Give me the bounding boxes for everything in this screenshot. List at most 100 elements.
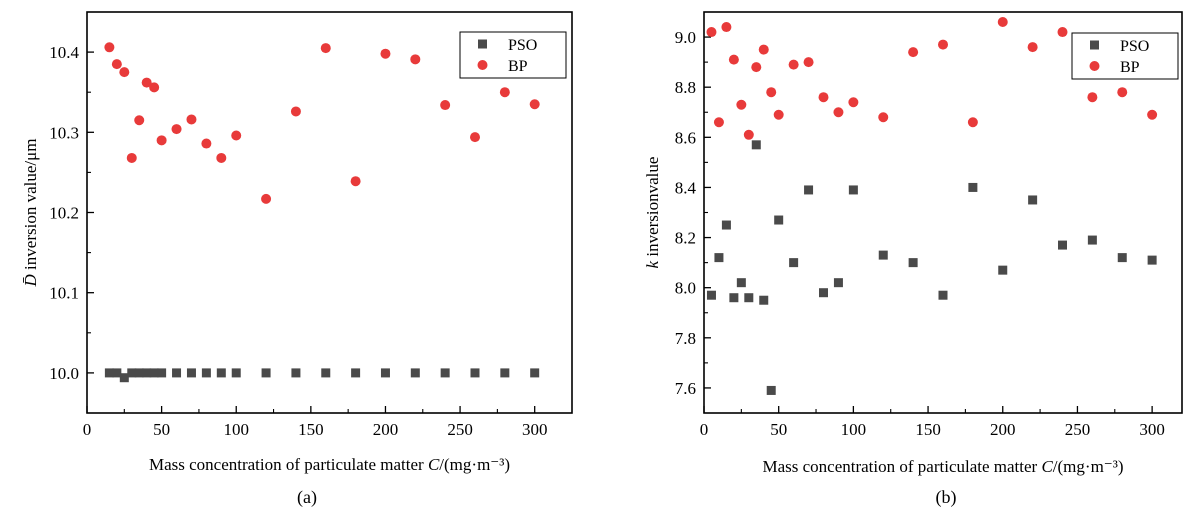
x-tick-label: 100	[841, 420, 867, 439]
data-point-bp	[231, 130, 242, 141]
data-point-bp	[529, 99, 540, 110]
data-point-bp	[1027, 42, 1038, 53]
legend-marker-bp	[1089, 61, 1100, 71]
data-point-pso	[172, 368, 182, 378]
y-axis-label-variable: k	[643, 260, 662, 268]
data-point-pso	[119, 373, 129, 383]
data-point-pso	[291, 368, 301, 378]
y-tick-label: 10.1	[49, 284, 79, 303]
data-point-bp	[743, 129, 754, 140]
data-point-pso	[774, 215, 784, 225]
legend-box	[1071, 32, 1179, 80]
y-tick-label: 8.2	[675, 229, 696, 248]
data-point-pso	[998, 265, 1008, 275]
data-point-bp	[149, 82, 160, 93]
data-point-bp	[126, 152, 137, 163]
data-point-pso	[321, 368, 331, 378]
data-point-bp	[766, 87, 777, 98]
y-axis-label: D̄ inversion value/μm	[21, 139, 40, 288]
data-point-pso	[201, 368, 211, 378]
data-point-bp	[470, 132, 480, 143]
data-point-pso	[714, 253, 724, 263]
data-point-bp	[721, 22, 732, 33]
caption-a: (a)	[297, 487, 317, 508]
y-tick-label: 8.6	[675, 128, 696, 147]
x-tick-label: 200	[990, 420, 1016, 439]
data-point-pso	[819, 288, 828, 298]
data-point-bp	[201, 138, 212, 149]
data-point-pso	[878, 250, 888, 260]
data-point-pso	[380, 368, 390, 378]
data-point-bp	[290, 106, 301, 117]
data-point-bp	[908, 47, 919, 58]
data-point-pso	[1058, 240, 1067, 250]
x-tick-label: 0	[700, 420, 709, 439]
legend-marker-pso	[1090, 40, 1099, 50]
data-point-pso	[848, 185, 858, 195]
data-point-pso	[751, 140, 761, 150]
data-point-pso	[908, 258, 918, 268]
data-point-pso	[1117, 253, 1127, 263]
x-tick-label: 0	[83, 420, 92, 439]
data-point-bp	[997, 17, 1008, 28]
data-point-pso	[216, 368, 226, 378]
data-point-pso	[142, 368, 152, 378]
legend-label-pso: PSO	[508, 37, 537, 54]
data-point-pso	[500, 368, 510, 378]
data-point-bp	[758, 44, 769, 55]
data-point-pso	[112, 368, 122, 378]
data-point-bp	[171, 124, 182, 135]
data-point-bp	[216, 152, 227, 163]
x-tick-label: 50	[770, 420, 787, 439]
caption-b: (b)	[936, 487, 957, 508]
x-axis-label-part: Mass concentration of particulate matter	[762, 457, 1041, 476]
data-point-pso	[744, 293, 754, 303]
data-point-pso	[231, 368, 241, 378]
legend-label-bp: BP	[508, 58, 528, 75]
y-tick-label: 7.8	[675, 329, 696, 348]
y-tick-label: 7.6	[675, 379, 696, 398]
data-point-pso	[804, 185, 814, 195]
legend-marker-pso	[478, 39, 487, 49]
x-tick-label: 300	[522, 420, 548, 439]
data-point-pso	[134, 368, 144, 378]
data-point-bp	[134, 115, 145, 126]
data-point-bp	[380, 48, 391, 59]
data-point-pso	[410, 368, 420, 378]
x-tick-label: 200	[373, 420, 399, 439]
x-axis-label-variable: C	[428, 455, 440, 474]
x-tick-label: 300	[1139, 420, 1165, 439]
data-point-bp	[818, 92, 829, 103]
data-point-pso	[157, 368, 167, 378]
data-point-bp	[833, 107, 844, 118]
legend-marker-bp	[477, 60, 488, 70]
data-point-pso	[149, 368, 159, 378]
data-point-bp	[848, 97, 859, 108]
data-point-bp	[440, 100, 451, 111]
data-point-pso	[1147, 255, 1157, 265]
data-point-bp	[1087, 92, 1098, 103]
data-point-bp	[788, 59, 799, 70]
chart-panel-b: 0 50 100 150 200 250 300 7.6 7.8 8.0 8.2 8.4 8.6 8.8 9…	[643, 11, 1183, 476]
x-tick-label: 250	[447, 420, 473, 439]
y-tick-label: 10.3	[49, 123, 79, 142]
legend-label-pso: PSO	[1120, 38, 1149, 55]
data-point-bp	[878, 112, 889, 123]
data-point-pso	[530, 368, 540, 378]
legend-box	[459, 31, 567, 79]
data-point-pso	[706, 290, 716, 300]
x-tick-label: 150	[298, 420, 324, 439]
x-axis-label-unit: /(mg·m⁻³)	[1053, 457, 1124, 476]
data-point-bp	[119, 67, 130, 78]
y-axis-label-variable: D̄	[21, 273, 40, 287]
data-point-pso	[1087, 235, 1097, 245]
data-point-pso	[1028, 195, 1038, 205]
y-tick-label: 10.4	[49, 43, 79, 62]
chart-panel-a: 0 50 100 150 200 250 300 10.0 10.1 10.2 10.3 10.4 Ma…	[21, 11, 573, 474]
x-axis-label-part: Mass concentration of particulate matter	[149, 455, 428, 474]
x-axis-label: Mass concentration of particulate matter…	[762, 457, 1123, 476]
data-point-bp	[320, 43, 331, 54]
data-point-bp	[410, 54, 421, 65]
data-point-bp	[186, 114, 197, 125]
data-point-pso	[766, 385, 776, 395]
